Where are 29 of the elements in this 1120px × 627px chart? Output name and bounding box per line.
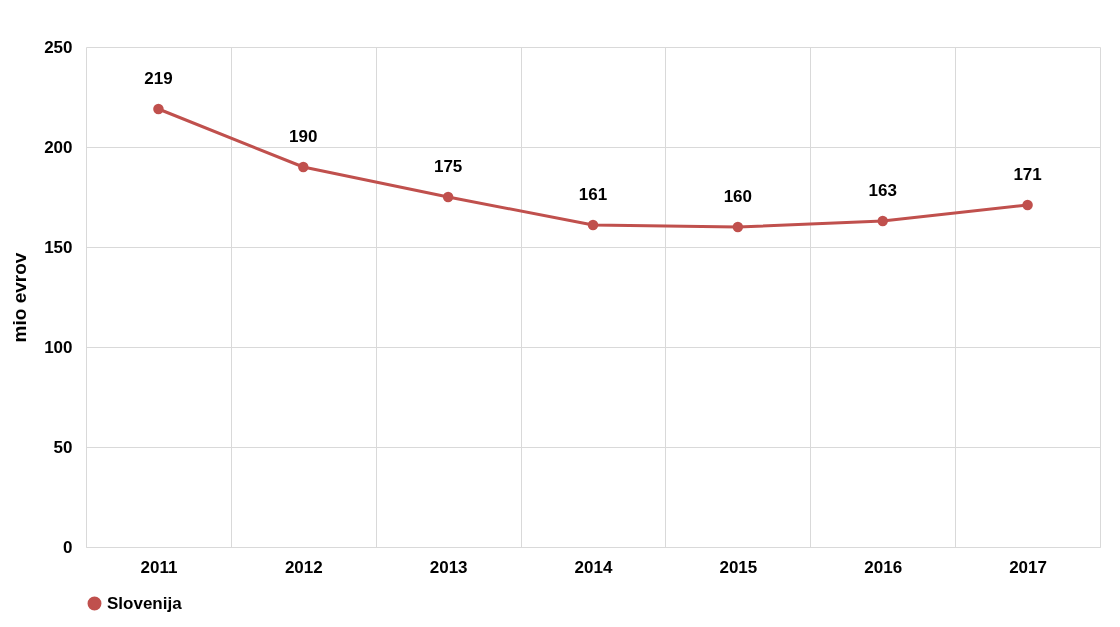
data-label: 163 [868, 181, 897, 200]
data-label: 219 [144, 69, 173, 88]
point [732, 221, 744, 233]
y-tick-label: 200 [44, 137, 73, 157]
point [1022, 199, 1033, 211]
data-label: 160 [723, 187, 753, 206]
x-tick-label: 2011 [140, 557, 178, 577]
point [587, 219, 599, 231]
y-tick-label: 250 [44, 37, 73, 57]
x-tick-label: 2016 [864, 557, 903, 577]
legend-label: Slovenija [107, 593, 183, 613]
data-label: 175 [433, 157, 463, 176]
point [153, 103, 164, 115]
x-tick-label: 2017 [1009, 557, 1047, 577]
y-tick-label: 50 [53, 437, 73, 457]
x-tick-label: 2012 [284, 557, 323, 577]
x-tick-label: 2014 [574, 557, 613, 577]
data-label: 171 [1013, 165, 1042, 184]
data-label: 161 [578, 185, 608, 204]
x-tick-label: 2013 [429, 557, 468, 577]
point [877, 215, 888, 227]
point [442, 191, 454, 203]
y-axis-title: mio evrov [9, 252, 31, 343]
x-tick-label: 2015 [719, 557, 758, 577]
y-tick-label: 100 [44, 337, 73, 357]
y-tick-label: 150 [44, 237, 73, 257]
y-tick-label: 0 [63, 537, 73, 557]
point [298, 161, 309, 173]
data-label: 190 [289, 127, 318, 146]
